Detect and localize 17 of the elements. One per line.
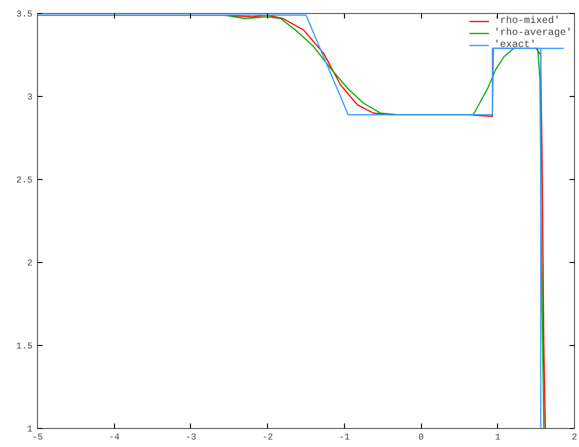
x-tick-label: -3 [186,432,196,442]
text: 'rho-mixed' [494,15,560,27]
x-tick-label: 1 [495,432,500,442]
x-tick-label: -4 [108,432,120,442]
x-tick-label: -5 [32,432,43,442]
legend-label: 'rho-average' [494,27,572,39]
y-tick-label: 2.5 [16,176,32,186]
y-tick-label: 1.5 [16,342,32,352]
y-tick-label: 3.5 [16,10,32,20]
x-tick-label: 2 [572,432,578,442]
x-tick-label: -2 [262,432,274,442]
y-tick-label: 2 [27,258,33,268]
x-tick-label: 0 [418,432,424,442]
y-tick-label: 1 [27,424,33,434]
legend-label: 'exact' [494,39,536,51]
y-tick-label: 3 [27,92,33,102]
x-tick-label: -1 [338,432,350,442]
